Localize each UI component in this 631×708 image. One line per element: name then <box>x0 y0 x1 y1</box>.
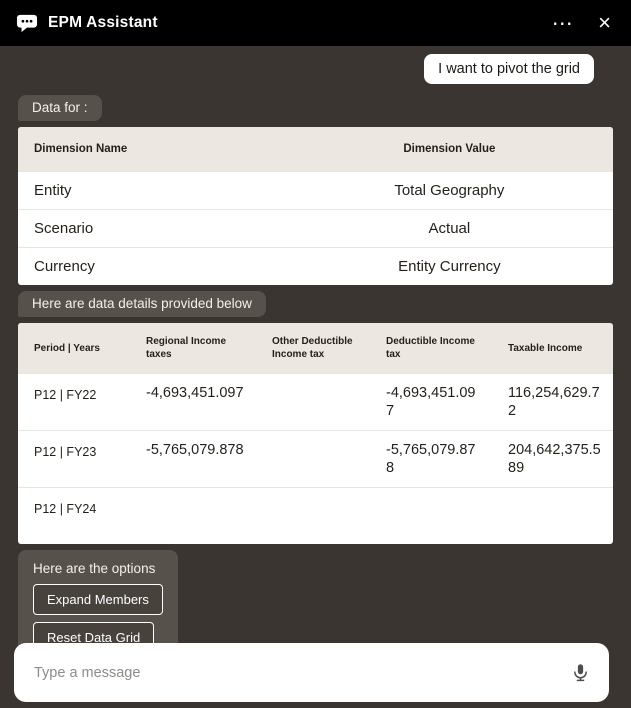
table-row: Entity Total Geography <box>18 171 613 210</box>
table-cell <box>256 430 370 488</box>
chat-bubble-icon <box>16 13 38 34</box>
table-row: P12 | FY22 -4,693,451.097 -4,693,451.097… <box>18 373 613 431</box>
table-cell: -5,765,079.878 <box>370 430 492 488</box>
table-cell: Actual <box>285 209 613 248</box>
table-cell: -4,693,451.097 <box>130 373 256 431</box>
data-table-header-row: Period | Years Regional Income taxes Oth… <box>18 323 613 374</box>
dimension-table-card: Dimension Name Dimension Value Entity To… <box>18 127 613 285</box>
close-icon[interactable]: × <box>594 10 615 36</box>
header: EPM Assistant ⋯ × <box>0 0 631 46</box>
column-header-dimension-name: Dimension Name <box>18 127 286 172</box>
row-header-cell: P12 | FY23 <box>18 430 130 488</box>
expand-members-button[interactable]: Expand Members <box>33 584 163 615</box>
table-cell <box>492 487 613 544</box>
table-cell <box>370 487 492 544</box>
table-cell <box>130 487 256 544</box>
table-cell <box>256 373 370 431</box>
table-row: Scenario Actual <box>18 209 613 248</box>
column-header-period-years: Period | Years <box>18 323 130 374</box>
chat-scroll-area[interactable]: I want to pivot the grid Data for : Dime… <box>0 46 631 708</box>
dimension-table: Dimension Name Dimension Value Entity To… <box>18 127 613 285</box>
header-title-group: EPM Assistant <box>16 13 158 34</box>
assistant-data-for-bubble: Data for : <box>18 95 102 121</box>
message-input-bar <box>14 643 609 702</box>
message-input[interactable] <box>32 663 566 682</box>
assistant-details-bubble: Here are data details provided below <box>18 291 266 317</box>
dimension-table-header-row: Dimension Name Dimension Value <box>18 127 613 172</box>
table-cell: 116,254,629.72 <box>492 373 613 431</box>
table-cell <box>256 487 370 544</box>
table-cell: -5,765,079.878 <box>130 430 256 488</box>
column-header-deductible-income-tax: Deductible Income tax <box>370 323 492 374</box>
microphone-icon[interactable] <box>566 658 595 687</box>
column-header-taxable-income: Taxable Income <box>492 323 613 374</box>
table-row: P12 | FY24 <box>18 487 613 544</box>
options-label: Here are the options <box>33 561 156 576</box>
table-row: P12 | FY23 -5,765,079.878 -5,765,079.878… <box>18 430 613 488</box>
row-header-cell: P12 | FY24 <box>18 487 130 544</box>
table-cell: Entity <box>18 171 286 210</box>
row-header-cell: P12 | FY22 <box>18 373 130 431</box>
column-header-other-deductible-income-tax: Other Deductible Income tax <box>256 323 370 374</box>
header-actions: ⋯ × <box>548 10 615 36</box>
table-cell: Scenario <box>18 209 286 248</box>
column-header-regional-income-taxes: Regional Income taxes <box>130 323 256 374</box>
app-title: EPM Assistant <box>48 14 158 31</box>
table-cell: Total Geography <box>285 171 613 210</box>
table-cell: Entity Currency <box>285 247 613 285</box>
table-cell: 204,642,375.589 <box>492 430 613 488</box>
data-table: Period | Years Regional Income taxes Oth… <box>18 323 613 544</box>
overflow-menu-icon[interactable]: ⋯ <box>548 11 578 36</box>
user-message-bubble: I want to pivot the grid <box>424 54 594 84</box>
column-header-dimension-value: Dimension Value <box>285 127 613 172</box>
data-table-card: Period | Years Regional Income taxes Oth… <box>18 323 613 544</box>
table-cell: Currency <box>18 247 286 285</box>
table-cell: -4,693,451.097 <box>370 373 492 431</box>
table-row: Currency Entity Currency <box>18 247 613 285</box>
